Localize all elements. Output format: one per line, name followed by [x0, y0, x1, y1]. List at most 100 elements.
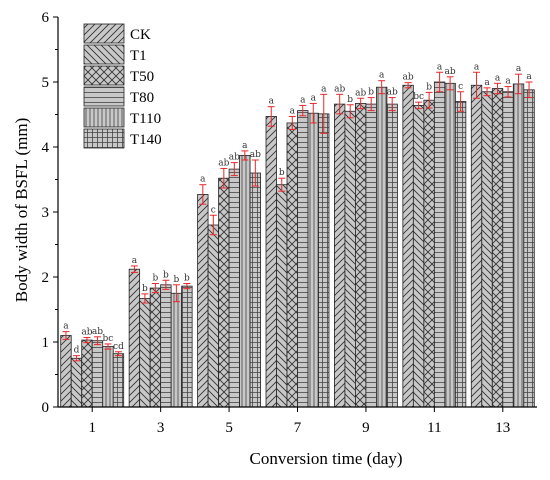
legend-swatch	[83, 65, 125, 86]
significance-label-t80-day5: ab	[229, 153, 240, 163]
error-bar-t80-day7	[299, 104, 307, 117]
bar-t110-day7	[307, 112, 319, 408]
significance-label-t1-day11: bc	[413, 92, 424, 102]
x-axis-title: Conversion time (day)	[250, 449, 403, 468]
significance-label-t110-day3: b	[174, 275, 180, 285]
significance-label-t140-day7: a	[321, 84, 327, 94]
error-bar-t140-day1	[114, 351, 122, 357]
bar-t80-day3	[160, 284, 172, 408]
bar-t50-day1	[81, 339, 93, 408]
error-bar-ck-day11	[404, 82, 412, 89]
y-tick-label: 4	[42, 140, 50, 156]
error-bar-t80-day3	[162, 279, 170, 290]
error-bar-t1-day7	[278, 177, 286, 192]
bar-t140-day11	[454, 101, 467, 408]
significance-label-t110-day9: a	[379, 71, 385, 81]
error-bar-t50-day7	[288, 115, 296, 130]
significance-label-t110-day1: bc	[103, 334, 114, 344]
significance-label-ck-day11: ab	[403, 73, 414, 83]
bar-ck-day7	[265, 116, 277, 408]
error-bar-ck-day9	[336, 93, 344, 115]
x-tick-label: 9	[362, 420, 370, 436]
significance-label-ck-day5: a	[200, 175, 206, 185]
significance-label-t140-day9: ab	[387, 88, 398, 98]
legend-label: T80	[130, 90, 154, 106]
bar-t50-day13	[491, 88, 504, 408]
bar-t80-day1	[91, 340, 104, 408]
significance-label-t1-day7: b	[279, 168, 285, 178]
bar-ck-day11	[402, 84, 414, 408]
bar-t110-day5	[239, 155, 251, 408]
significance-label-t110-day7: a	[311, 93, 317, 103]
significance-label-t50-day3: b	[153, 274, 159, 284]
error-bar-t140-day5	[251, 159, 259, 187]
legend-label: T140	[130, 132, 162, 148]
error-bar-t1-day9	[346, 104, 354, 119]
error-bar-t80-day5	[230, 162, 238, 177]
significance-label-ck-day9: ab	[334, 84, 345, 94]
legend-item-t1: T1	[83, 44, 147, 65]
bar-t110-day13	[512, 83, 525, 408]
significance-label-t140-day11: c	[458, 82, 463, 92]
x-tick-label: 13	[495, 420, 510, 436]
bar-t1-day5	[207, 224, 219, 408]
legend-item-ck: CK	[83, 23, 151, 44]
error-bar-t140-day9	[388, 97, 396, 112]
legend-label: T110	[130, 111, 161, 127]
bar-t1-day1	[70, 357, 83, 408]
bar-t140-day13	[523, 89, 535, 408]
error-bar-t50-day13	[494, 82, 502, 95]
legend-item-t110: T110	[83, 107, 161, 128]
bar-t110-day11	[444, 82, 456, 408]
error-bar-t110-day1	[104, 343, 112, 350]
error-bar-t140-day13	[525, 81, 533, 99]
error-bar-t110-day9	[378, 80, 386, 95]
bar-t80-day13	[502, 91, 514, 408]
error-bar-t80-day1	[93, 336, 101, 346]
bar-t50-day7	[286, 122, 298, 408]
bar-t1-day13	[481, 91, 493, 408]
x-tick-label: 3	[157, 420, 165, 436]
error-bar-ck-day7	[267, 106, 275, 127]
bar-t50-day9	[355, 103, 367, 408]
x-tick-label: 1	[88, 420, 96, 436]
bar-t140-day1	[112, 353, 125, 408]
legend-swatch	[83, 44, 125, 65]
error-bar-t80-day13	[504, 86, 512, 98]
bar-t140-day3	[181, 285, 193, 408]
bar-t1-day7	[276, 184, 288, 408]
bar-ck-day1	[60, 335, 72, 408]
bar-t50-day5	[218, 177, 230, 408]
bar-t140-day9	[386, 103, 398, 408]
error-bar-t110-day5	[241, 150, 249, 161]
significance-label-t80-day9: b	[368, 88, 374, 98]
x-tick-label: 11	[427, 420, 441, 436]
legend-item-t50: T50	[83, 65, 154, 86]
legend-swatch	[83, 86, 125, 107]
error-bar-t50-day9	[357, 97, 365, 110]
legend-swatch	[83, 107, 125, 128]
bar-ck-day13	[470, 84, 483, 408]
significance-label-t50-day11: b	[426, 82, 432, 92]
significance-label-t50-day1: ab	[81, 327, 92, 337]
x-tick-label: 7	[294, 420, 302, 436]
y-tick-label: 1	[42, 335, 50, 351]
significance-label-t80-day3: b	[163, 270, 169, 280]
significance-label-t80-day7: a	[300, 95, 306, 105]
significance-label-t1-day9: b	[347, 95, 353, 105]
bar-t1-day3	[139, 298, 151, 408]
legend-swatch	[83, 23, 125, 44]
significance-label-t1-day3: b	[142, 284, 148, 294]
y-tick-label: 3	[42, 205, 50, 221]
error-bar-t1-day1	[72, 355, 80, 362]
significance-label-t80-day1: ab	[92, 327, 103, 337]
significance-label-t140-day3: b	[184, 274, 190, 284]
error-bar-t50-day3	[151, 283, 159, 294]
bar-t80-day7	[297, 110, 309, 408]
significance-label-t140-day5: ab	[250, 150, 261, 160]
significance-label-ck-day13: a	[474, 62, 480, 72]
bar-t140-day7	[318, 113, 330, 408]
significance-label-t50-day7: a	[290, 106, 296, 116]
significance-label-t80-day13: a	[505, 77, 511, 87]
